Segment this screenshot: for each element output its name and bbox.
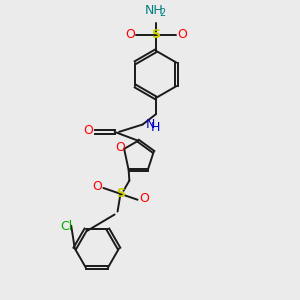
Text: O: O bbox=[92, 180, 102, 193]
Text: S: S bbox=[152, 28, 160, 41]
Text: NH: NH bbox=[145, 4, 164, 17]
Text: O: O bbox=[83, 124, 93, 137]
Text: H: H bbox=[151, 121, 160, 134]
Text: O: O bbox=[116, 141, 125, 154]
Text: O: O bbox=[139, 192, 149, 205]
Text: O: O bbox=[177, 28, 187, 41]
Text: 2: 2 bbox=[159, 8, 166, 18]
Text: O: O bbox=[125, 28, 135, 41]
Text: Cl: Cl bbox=[60, 220, 72, 233]
Text: N: N bbox=[146, 118, 155, 131]
Text: S: S bbox=[116, 188, 125, 200]
